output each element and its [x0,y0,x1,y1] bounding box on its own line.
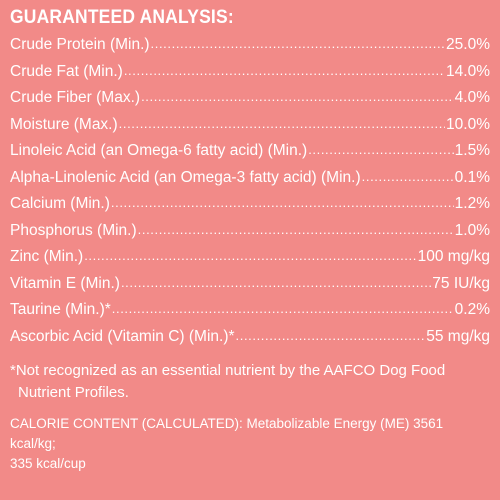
calorie-line-2: 335 kcal/cup [10,456,86,471]
analysis-row-calcium: Calcium (Min.) 1.2% [10,191,490,218]
nutrient-name: Calcium (Min.) [10,195,110,212]
analysis-row-crude-fiber: Crude Fiber (Max.) 4.0% [10,85,490,112]
aafco-footnote: *Not recognized as an essential nutrient… [10,360,490,404]
nutrient-value: 1.0% [454,221,490,239]
dot-leader [138,217,454,244]
analysis-list: Crude Protein (Min.) 25.0% Crude Fat (Mi… [10,32,490,350]
analysis-row-crude-fat: Crude Fat (Min.) 14.0% [10,59,490,86]
footnote-line-1: *Not recognized as an essential nutrient… [10,362,446,379]
nutrient-name: Vitamin E (Min.) [10,274,120,292]
analysis-row-zinc: Zinc (Min.) 100 mg/kg [10,244,490,271]
analysis-row-linoleic-acid: Linoleic Acid (an Omega-6 fatty acid) (M… [10,138,490,165]
nutrient-name: Crude Fat (Min.) [10,62,123,80]
dot-leader [84,243,416,270]
dot-leader [308,137,453,164]
nutrient-name: Alpha-Linolenic Acid (an Omega-3 fatty a… [10,168,361,186]
dot-leader [124,58,445,85]
dot-leader [362,164,454,191]
nutrient-name: Ascorbic Acid (Vitamin C) (Min.)* [10,327,235,345]
nutrient-value: 1.5% [454,142,490,159]
analysis-row-moisture: Moisture (Max.) 10.0% [10,112,490,139]
dot-leader [119,111,445,138]
footnote-line-2: Nutrient Profiles. [18,384,129,401]
dot-leader [112,296,454,323]
nutrient-name: Phosphorus (Min.) [10,221,137,239]
nutrient-name: Moisture (Max.) [10,115,118,133]
dot-leader [141,84,454,111]
analysis-row-alpha-linolenic-acid: Alpha-Linolenic Acid (an Omega-3 fatty a… [10,165,490,192]
nutrient-value: 100 mg/kg [417,248,490,265]
analysis-row-taurine: Taurine (Min.)* 0.2% [10,297,490,324]
dot-leader [236,323,426,350]
panel-heading: GUARANTEED ANALYSIS: [10,7,234,28]
nutrient-value: 14.0% [446,62,490,80]
nutrient-value: 0.2% [454,301,490,318]
nutrient-value: 10.0% [446,115,490,133]
nutrient-name: Taurine (Min.)* [10,301,111,318]
nutrient-value: 75 IU/kg [432,274,490,292]
nutrient-value: 25.0% [446,36,490,53]
nutrient-value: 4.0% [454,89,490,106]
nutrient-name: Crude Fiber (Max.) [10,89,141,106]
nutrient-name: Linoleic Acid (an Omega-6 fatty acid) (M… [10,142,308,159]
dot-leader [111,190,454,217]
dot-leader [121,270,431,297]
dot-leader [151,31,446,58]
nutrient-name: Crude Protein (Min.) [10,36,150,53]
analysis-row-crude-protein: Crude Protein (Min.) 25.0% [10,32,490,59]
analysis-row-vitamin-e: Vitamin E (Min.) 75 IU/kg [10,271,490,298]
nutrient-value: 1.2% [454,195,490,212]
nutrient-value: 55 mg/kg [426,327,490,345]
analysis-row-phosphorus: Phosphorus (Min.) 1.0% [10,218,490,245]
analysis-row-ascorbic-acid: Ascorbic Acid (Vitamin C) (Min.)* 55 mg/… [10,324,490,351]
calorie-line-1: CALORIE CONTENT (CALCULATED): Metaboliza… [10,416,444,451]
nutrient-name: Zinc (Min.) [10,248,84,265]
nutrient-value: 0.1% [454,168,490,186]
calorie-content: CALORIE CONTENT (CALCULATED): Metaboliza… [10,414,490,474]
